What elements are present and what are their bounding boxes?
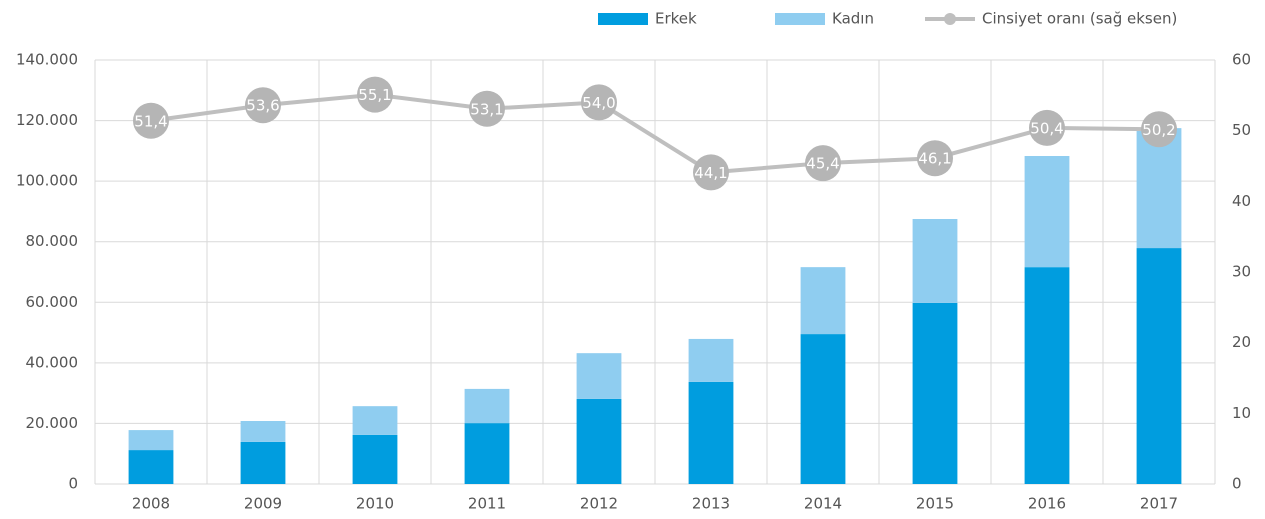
y2-tick-label: 40 <box>1232 192 1251 210</box>
marker <box>693 154 729 191</box>
x-tick-label: 2012 <box>580 495 618 513</box>
data-label: 50,4 <box>1030 119 1063 137</box>
bar <box>1136 128 1182 249</box>
x-tick-label: 2010 <box>356 495 394 513</box>
marker <box>581 84 617 121</box>
data-label: 54,0 <box>582 94 615 112</box>
data-label: 55,1 <box>358 86 391 104</box>
bar <box>1024 156 1070 268</box>
legend-label: Cinsiyet oranı (sağ eksen) <box>982 10 1177 28</box>
bar <box>688 338 734 382</box>
bar <box>912 219 958 303</box>
bar <box>1136 248 1182 484</box>
bar <box>800 267 846 335</box>
bar <box>464 388 510 424</box>
x-tick-label: 2014 <box>804 495 842 513</box>
x-tick-label: 2015 <box>916 495 954 513</box>
data-label: 51,4 <box>134 112 167 130</box>
data-label: 53,6 <box>246 97 279 115</box>
bar <box>576 398 622 484</box>
data-label: 45,4 <box>806 155 839 173</box>
bar <box>464 423 510 484</box>
data-label: 46,1 <box>918 150 951 168</box>
marker <box>1141 111 1177 148</box>
legend-label: Kadın <box>832 10 874 28</box>
legend-swatch <box>598 13 648 25</box>
bar <box>1024 267 1070 484</box>
bar <box>128 430 174 451</box>
x-tick-label: 2008 <box>132 495 170 513</box>
bar <box>912 302 958 484</box>
legend-swatch <box>775 13 825 25</box>
y-tick-label: 80.000 <box>26 232 79 250</box>
bar <box>352 406 398 435</box>
marker <box>1029 109 1065 146</box>
y-tick-label: 40.000 <box>26 353 79 371</box>
bar <box>240 421 286 442</box>
x-tick-label: 2016 <box>1028 495 1066 513</box>
y2-tick-label: 60 <box>1232 51 1251 69</box>
line <box>150 92 1160 175</box>
marker <box>469 90 505 127</box>
legend-label: Erkek <box>655 10 697 28</box>
bar <box>688 381 734 484</box>
x-tick-label: 2013 <box>692 495 730 513</box>
y-tick-label: 120.000 <box>16 111 78 129</box>
y-tick-label: 100.000 <box>16 172 78 190</box>
y2-tick-label: 0 <box>1232 475 1242 493</box>
data-label: 44,1 <box>694 164 727 182</box>
marker <box>245 87 281 124</box>
y2-tick-label: 50 <box>1232 121 1251 139</box>
marker <box>917 140 953 177</box>
marker <box>133 102 169 139</box>
marker <box>805 145 841 182</box>
bar <box>352 434 398 484</box>
y-tick-label: 60.000 <box>26 293 79 311</box>
x-tick-label: 2011 <box>468 495 506 513</box>
bar <box>576 353 622 399</box>
y-tick-label: 140.000 <box>16 51 78 69</box>
y2-tick-label: 30 <box>1232 263 1251 281</box>
x-tick-label: 2017 <box>1140 495 1178 513</box>
data-label: 53,1 <box>470 100 503 118</box>
bar <box>128 450 174 484</box>
y-tick-label: 20.000 <box>26 414 79 432</box>
legend-marker <box>944 13 956 25</box>
bar <box>240 441 286 484</box>
y-tick-label: 0 <box>68 475 78 493</box>
data-label: 50,2 <box>1142 121 1175 139</box>
bar <box>800 334 846 484</box>
marker <box>357 76 393 113</box>
y2-tick-label: 20 <box>1232 333 1251 351</box>
x-tick-label: 2009 <box>244 495 282 513</box>
y2-tick-label: 10 <box>1232 404 1251 422</box>
